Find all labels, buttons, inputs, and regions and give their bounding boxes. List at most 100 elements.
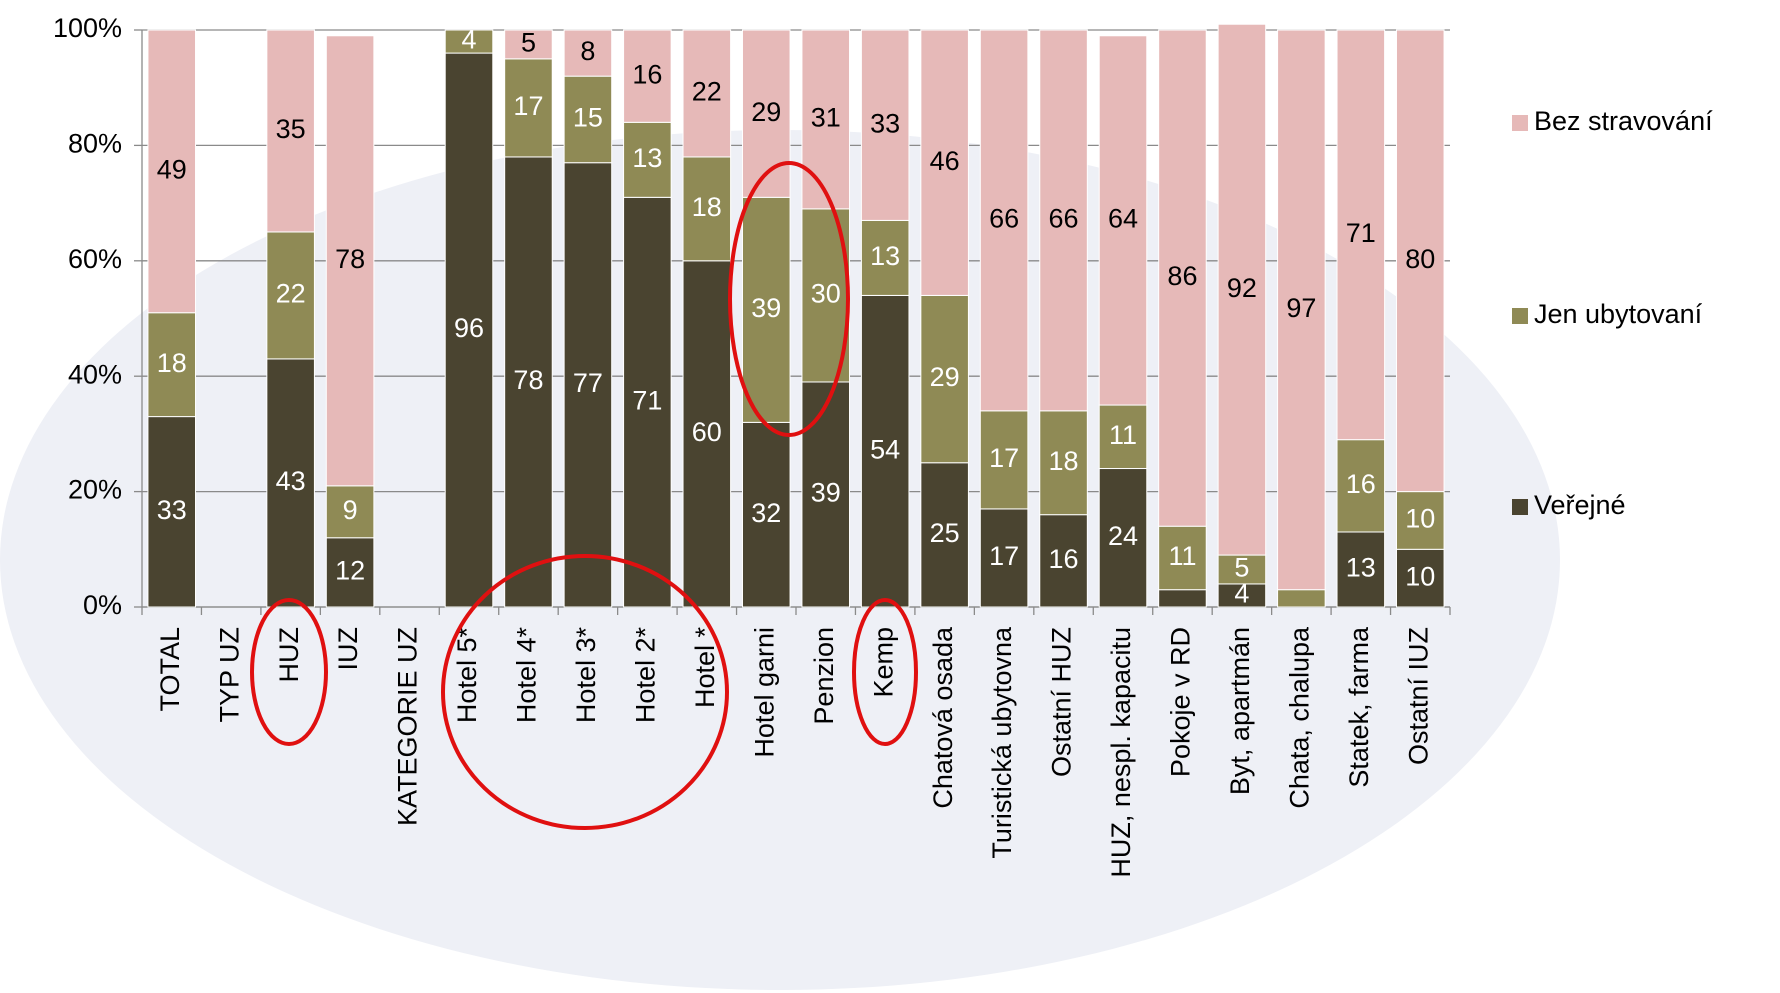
legend-label: Bez stravování [1534, 106, 1713, 136]
data-label: 30 [811, 279, 841, 309]
data-label: 15 [573, 103, 603, 133]
bar-segment [682, 156, 732, 262]
bar-segment [444, 52, 494, 608]
x-tick-label: Ostatní IUZ [1403, 627, 1433, 765]
data-label: 54 [870, 434, 900, 464]
bar-segment [1395, 548, 1445, 608]
x-tick-label: Byt, apartmán [1225, 627, 1255, 795]
bar-segment [860, 219, 910, 296]
data-label: 16 [1049, 544, 1079, 574]
data-label: 78 [513, 365, 543, 395]
data-label: 39 [751, 293, 781, 323]
x-tick-label: Hotel 4* [512, 627, 542, 724]
bar-segment [1098, 404, 1148, 470]
x-tick-label: HUZ, nespl. kapacitu [1106, 627, 1136, 878]
y-tick-label: 80% [68, 129, 122, 159]
y-tick-label: 100% [53, 13, 122, 43]
bar-segment [682, 260, 732, 608]
highlight-ellipse [852, 598, 918, 746]
data-label: 25 [930, 518, 960, 548]
data-label: 11 [1168, 541, 1196, 571]
data-label: 43 [276, 466, 306, 496]
x-tick-label: Turistická ubytovna [987, 626, 1017, 859]
legend-label: Jen ubytovaní [1534, 299, 1703, 329]
bar-segment [504, 156, 553, 608]
y-tick-label: 0% [83, 590, 122, 620]
data-label: 71 [1346, 218, 1376, 248]
x-tick-label: Statek, farma [1344, 626, 1374, 788]
data-label: 11 [1109, 420, 1137, 450]
bar-segment [860, 29, 910, 221]
data-label: 86 [1167, 261, 1197, 291]
legend-swatch [1512, 499, 1528, 515]
data-label: 8 [580, 36, 595, 66]
x-tick-label: Hotel 5* [452, 627, 482, 724]
data-label: 77 [573, 368, 603, 398]
bar-segment [1277, 589, 1326, 608]
data-label: 9 [343, 495, 358, 525]
x-tick-label: HUZ [274, 627, 304, 683]
data-label: 92 [1227, 273, 1257, 303]
bar-segment [1158, 29, 1207, 527]
bar-segment [1158, 589, 1207, 608]
data-label: 5 [521, 28, 536, 58]
bar-segment [623, 121, 672, 198]
bar-segment [1039, 29, 1088, 412]
data-label: 31 [811, 103, 841, 133]
bar-segment [1336, 531, 1386, 608]
legend-label: Veřejné [1534, 490, 1626, 520]
bar-segment [860, 294, 910, 608]
x-tick-label: Chata, chalupa [1284, 626, 1314, 809]
bar-segment [266, 29, 315, 233]
data-label: 35 [276, 114, 306, 144]
bar-segment [623, 196, 672, 608]
data-label: 18 [692, 192, 722, 222]
data-label: 4 [461, 25, 476, 55]
bar-segment [1098, 468, 1148, 608]
bar-segment [979, 29, 1029, 412]
x-tick-label: Penzion [809, 627, 839, 725]
bar-segment [504, 58, 553, 158]
bar-segment [801, 29, 851, 210]
data-label: 13 [870, 241, 900, 271]
bar-segment [266, 231, 315, 360]
data-label: 10 [1405, 561, 1435, 591]
bar-segment [623, 29, 672, 123]
data-label: 66 [989, 204, 1019, 234]
data-label: 10 [1405, 504, 1435, 534]
legend-swatch [1512, 115, 1528, 131]
x-tick-label: Chatová osada [928, 626, 958, 809]
bar-segment [1217, 23, 1267, 556]
y-tick-label: 20% [68, 475, 122, 505]
data-label: 80 [1405, 244, 1435, 274]
data-label: 18 [1049, 446, 1079, 476]
bar-segment [563, 75, 613, 164]
y-tick-label: 40% [68, 359, 122, 389]
data-label: 13 [632, 143, 662, 173]
bar-segment [147, 416, 197, 608]
data-label: 33 [870, 108, 900, 138]
bar-segment [920, 294, 969, 464]
x-tick-label: Ostatní HUZ [1047, 627, 1077, 777]
bar-segment [741, 421, 791, 608]
bar-segment [1395, 491, 1445, 550]
highlight-ellipse [250, 598, 328, 746]
data-label: 66 [1049, 204, 1079, 234]
data-label: 97 [1286, 293, 1316, 323]
bar-segment [147, 29, 197, 314]
x-tick-label: Hotel 3* [571, 627, 601, 724]
legend-swatch [1512, 308, 1528, 324]
bar-segment [563, 29, 613, 77]
bar-segment [1039, 514, 1088, 608]
x-tick-label: Kemp [868, 627, 898, 698]
highlights [250, 161, 918, 830]
data-label: 78 [335, 244, 365, 274]
data-label: 13 [1346, 553, 1376, 583]
data-label: 64 [1108, 204, 1138, 234]
bar-segment [920, 462, 969, 608]
data-label: 22 [276, 279, 306, 309]
data-label: 29 [930, 362, 960, 392]
bar-segment [266, 358, 315, 608]
x-tick-label: TYP UZ [214, 627, 244, 723]
bar-segment [325, 485, 375, 539]
